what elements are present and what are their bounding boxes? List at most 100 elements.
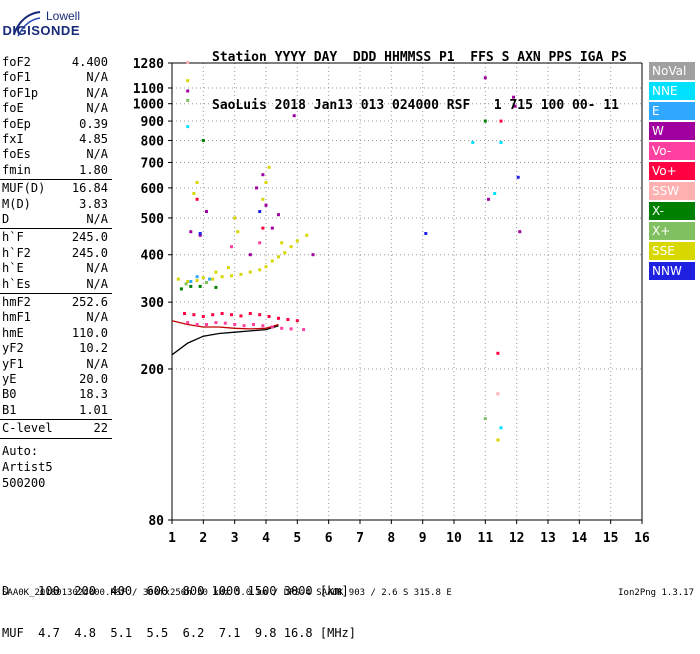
y-tick-label: 600	[141, 182, 165, 197]
param-separator	[0, 228, 112, 230]
data-point	[516, 175, 520, 179]
data-point	[496, 392, 500, 396]
data-point	[220, 275, 224, 279]
x-tick-label: 12	[509, 531, 525, 546]
param-row: fxI 4.85	[2, 132, 108, 147]
legend-item: NoVal	[649, 62, 695, 80]
legend-item: Vo+	[649, 162, 695, 180]
data-point	[230, 313, 233, 317]
data-point	[280, 241, 284, 245]
param-value: N/A	[86, 70, 108, 85]
param-name: foEp	[2, 116, 31, 131]
data-point	[258, 241, 262, 245]
data-point	[198, 284, 202, 288]
param-value: N/A	[86, 261, 108, 276]
data-point	[220, 312, 224, 315]
data-point	[487, 197, 490, 201]
file-info-footer: SAA0K_2018013024000.RSF / 300fx256h 50 k…	[2, 588, 452, 598]
data-point	[270, 226, 274, 230]
param-row: B0 18.3	[2, 387, 108, 402]
x-tick-label: 15	[603, 531, 619, 546]
data-point	[264, 265, 268, 269]
param-value: 4.400	[71, 55, 108, 69]
data-point	[483, 76, 487, 80]
param-row: h`F2 245.0	[2, 246, 108, 261]
param-row: foEs N/A	[2, 147, 108, 162]
param-value: N/A	[86, 85, 108, 100]
y-tick-label: 900	[141, 115, 165, 130]
data-point	[195, 279, 199, 282]
data-point	[201, 315, 205, 318]
version-label: Ion2Png 1.3.17	[618, 588, 694, 598]
muf-distance-row: D 100 200 400 600 800 1000 1500 3000 [km…	[2, 584, 349, 598]
profile-curves	[171, 320, 279, 356]
data-point	[483, 119, 487, 123]
data-point	[192, 313, 196, 317]
param-row: foF1p N/A	[2, 86, 108, 101]
data-point	[195, 323, 199, 326]
x-tick-label: 8	[387, 531, 395, 546]
data-point	[186, 98, 190, 102]
param-name: D	[2, 212, 10, 226]
x-tick-label: 2	[199, 531, 207, 546]
data-point	[201, 276, 205, 280]
param-row: yF2 10.2	[2, 341, 108, 356]
param-row: hmF2 252.6	[2, 295, 108, 310]
y-tick-label: 500	[141, 212, 165, 227]
legend-item: X+	[649, 222, 695, 240]
param-row: foF2 4.400	[2, 55, 108, 70]
data-point	[214, 285, 218, 289]
data-point	[186, 321, 190, 325]
data-point	[258, 210, 262, 213]
data-point	[258, 313, 262, 317]
param-value: 0.39	[79, 116, 108, 131]
param-row: yE 20.0	[2, 372, 108, 387]
data-point	[264, 181, 268, 184]
data-point	[205, 281, 208, 284]
data-point	[258, 268, 262, 272]
param-value: 252.6	[71, 295, 108, 309]
param-name: fmin	[2, 162, 31, 177]
y-tick-label: 800	[141, 134, 165, 149]
param-separator	[0, 419, 112, 421]
y-tick-label: 1100	[133, 82, 164, 97]
y-tick-label: 80	[148, 514, 164, 529]
param-name: M(D)	[2, 196, 31, 211]
data-point	[239, 272, 243, 276]
data-point	[214, 270, 218, 274]
x-tick-label: 5	[293, 531, 301, 546]
param-value: N/A	[86, 356, 108, 371]
chart-tick-labels: 1 2 3 4 5 6 7 8 9 10 11 12 13 14 15 1680200300400500600…	[133, 57, 650, 546]
data-point	[499, 426, 503, 430]
data-point	[512, 95, 515, 99]
data-point	[179, 287, 183, 291]
param-value: 245.0	[71, 230, 108, 245]
data-point	[261, 226, 265, 230]
data-point	[236, 230, 240, 234]
data-point	[192, 192, 196, 195]
data-point	[205, 210, 208, 213]
x-tick-label: 10	[446, 531, 462, 546]
data-point	[267, 165, 271, 169]
data-point	[424, 232, 428, 235]
data-point	[186, 79, 190, 83]
x-tick-label: 1	[168, 531, 176, 546]
header-line1: Station YYYY DAY DDD HHMMSS P1 FFS S AXN…	[212, 50, 627, 65]
param-name: h`Es	[2, 276, 31, 291]
param-row: D N/A	[2, 212, 108, 227]
data-point	[248, 253, 252, 257]
legend-item: SSW	[649, 182, 695, 200]
param-row: foF1 N/A	[2, 70, 108, 85]
data-point	[184, 282, 188, 286]
data-point	[195, 197, 199, 201]
param-value: 18.3	[79, 387, 108, 402]
param-value: N/A	[86, 310, 108, 325]
param-name: yF2	[2, 341, 24, 356]
data-point	[292, 114, 296, 118]
param-name: foF1	[2, 70, 31, 85]
autoscaling-line: 500200	[2, 475, 46, 490]
data-point	[230, 274, 233, 278]
param-name: MUF(D)	[2, 181, 46, 196]
autoscaling-line: Auto:	[2, 443, 39, 458]
data-point	[483, 417, 487, 421]
